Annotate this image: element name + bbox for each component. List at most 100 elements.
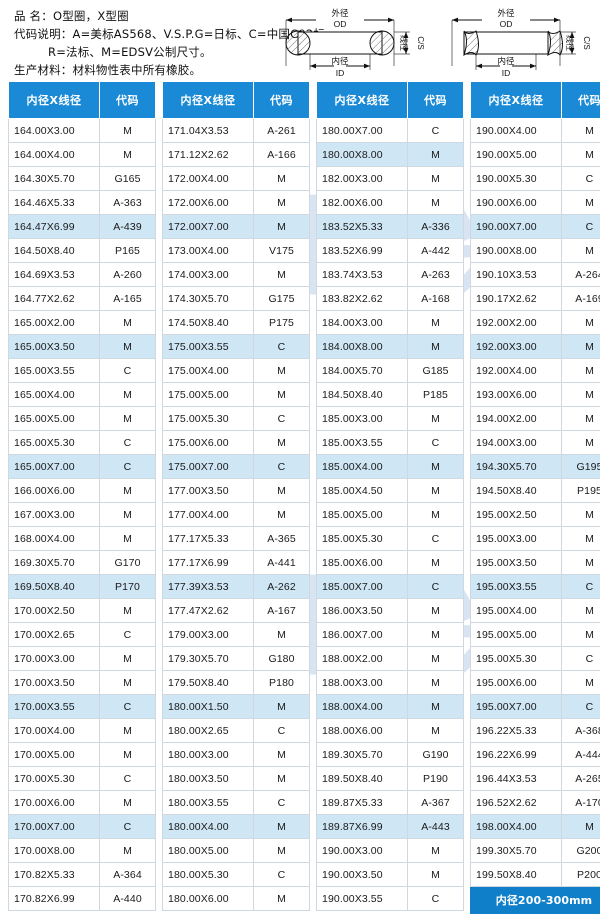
- table-row[interactable]: 196.22X6.99A-444: [471, 743, 600, 767]
- table-row[interactable]: 196.44X3.53A-265: [471, 767, 600, 791]
- table-footer-row[interactable]: 内径200-300mm: [471, 887, 600, 914]
- table-row[interactable]: 190.17X2.62A-169: [471, 287, 600, 311]
- table-row[interactable]: 190.10X3.53A-264: [471, 263, 600, 287]
- table-row[interactable]: 196.52X2.62A-170: [471, 791, 600, 815]
